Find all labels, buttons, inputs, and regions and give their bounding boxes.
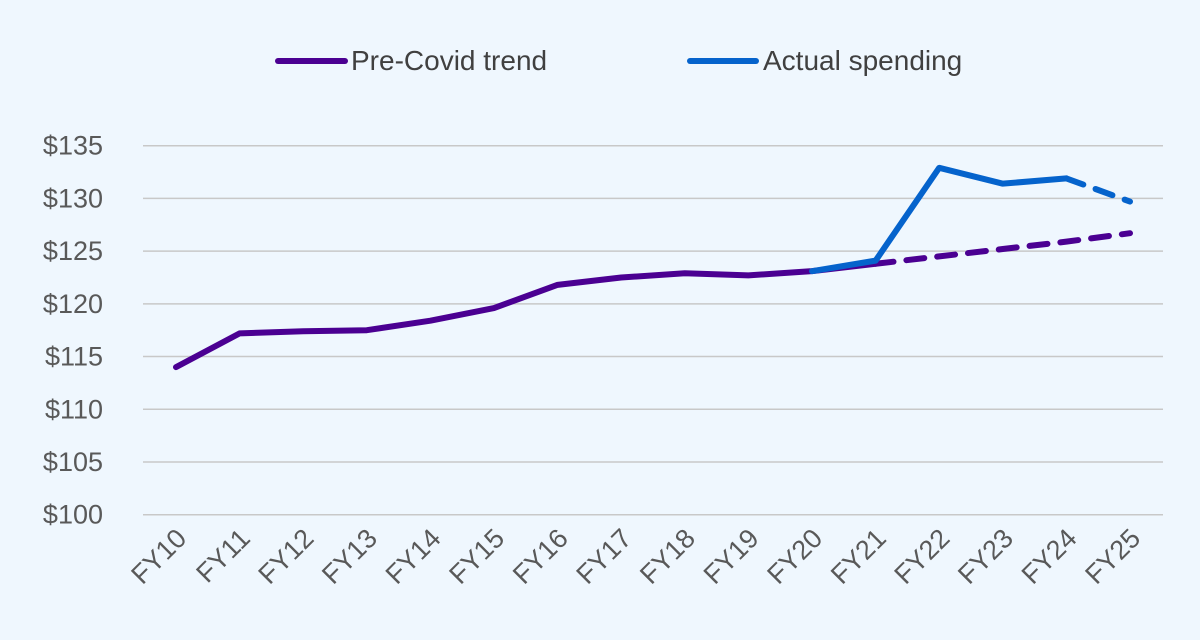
y-tick-label: $125: [43, 236, 103, 266]
x-tick-label: FY23: [952, 523, 1019, 590]
y-tick-label: $105: [43, 447, 103, 477]
y-tick-label: $100: [43, 500, 103, 530]
x-tick-label: FY25: [1079, 523, 1146, 590]
x-tick-label: FY15: [443, 523, 510, 590]
series-line-pre-covid-trend: [173, 260, 879, 371]
gridlines: [143, 144, 1163, 516]
y-tick-label: $130: [43, 183, 103, 213]
x-tick-label: FY22: [889, 523, 956, 590]
x-tick-label: FY17: [571, 523, 638, 590]
x-tick-label: FY12: [253, 523, 320, 590]
x-tick-label: FY19: [698, 523, 765, 590]
series-line-dashed-pre-covid-trend: [872, 230, 1133, 267]
legend-label-actual-spending: Actual spending: [763, 45, 962, 76]
x-tick-label: FY21: [825, 523, 892, 590]
x-tick-label: FY11: [190, 523, 255, 588]
x-tick-label: FY14: [380, 523, 447, 590]
y-tick-label: $110: [45, 394, 103, 424]
y-axis: $100 $105 $110 $115 $120 $125 $130 $135: [43, 131, 103, 530]
y-tick-label: $120: [43, 289, 103, 319]
x-tick-label: FY24: [1016, 523, 1083, 590]
x-tick-label: FY13: [316, 523, 383, 590]
x-tick-label: FY16: [507, 523, 574, 590]
legend: Pre-Covid trend Actual spending: [275, 45, 962, 76]
series-lines: [173, 164, 1133, 371]
legend-label-pre-covid-trend: Pre-Covid trend: [351, 45, 547, 76]
x-tick-label: FY10: [125, 523, 192, 590]
x-axis: FY10FY11FY12FY13FY14FY15FY16FY17FY18FY19…: [125, 523, 1146, 590]
y-tick-label: $135: [43, 131, 103, 161]
x-tick-label: FY18: [634, 523, 701, 590]
x-tick-label: FY20: [761, 523, 828, 590]
y-tick-label: $115: [45, 342, 103, 372]
series-line-dashed-actual-spending: [1063, 175, 1133, 205]
